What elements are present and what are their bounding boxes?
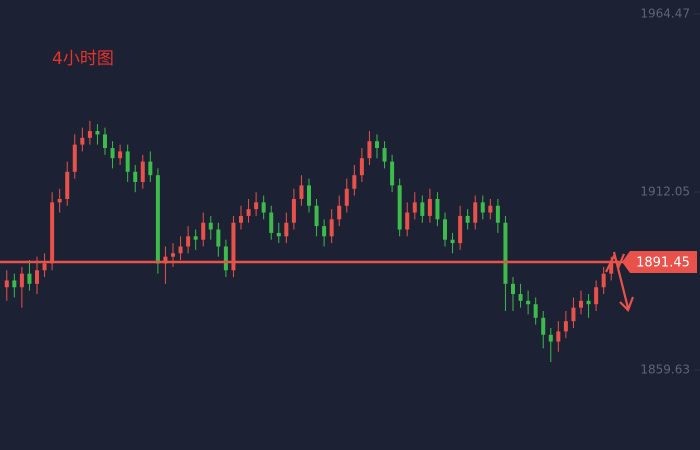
candle-body [110, 148, 115, 159]
candle-body [291, 198, 296, 223]
candle-body [269, 212, 274, 233]
candle-body [511, 283, 515, 295]
candle-body [223, 246, 228, 271]
candle-body [329, 219, 334, 237]
candle-body [201, 222, 206, 240]
candle-body [140, 161, 145, 182]
candle-body [480, 202, 485, 213]
candle-body [307, 185, 311, 206]
candle-body [216, 229, 221, 247]
candle-body [359, 158, 364, 176]
candle-body [57, 198, 62, 203]
candle-body [118, 151, 123, 159]
candle-body [35, 270, 39, 284]
candle-body [405, 212, 410, 230]
candle-body [103, 134, 107, 149]
candle-body [443, 219, 447, 240]
candle-body [314, 205, 319, 227]
candle-body [87, 131, 92, 138]
candle-body [208, 222, 213, 230]
y-tick-label: 1912.05 [640, 184, 690, 198]
candle-body [155, 175, 160, 264]
chart-annotation: 4小时图 [52, 49, 114, 69]
candle-body [65, 171, 70, 199]
candle-body [563, 321, 568, 332]
candle-body [95, 131, 100, 135]
candle-body [548, 334, 553, 342]
y-tick-label: 1964.47 [640, 6, 690, 20]
candle-body [435, 198, 440, 220]
candle-body [397, 185, 402, 230]
candle-body [186, 236, 191, 247]
candle-body [412, 202, 417, 213]
candle-body [148, 161, 153, 176]
candle-body [579, 300, 583, 308]
candle-body [601, 273, 606, 288]
candle-body [390, 161, 395, 186]
candle-body [533, 304, 538, 318]
candle-body [571, 307, 576, 322]
candle-body [178, 246, 183, 254]
candle-body [322, 226, 327, 237]
candle-body [42, 263, 47, 271]
candle-body [337, 205, 342, 220]
candle-body [193, 236, 198, 240]
candle-body [246, 209, 251, 216]
candle-body [556, 331, 561, 342]
candle-body [352, 175, 357, 189]
price-label: 1891.45 [636, 255, 690, 270]
candle-body [344, 188, 349, 206]
candle-body [518, 294, 523, 301]
candle-body [163, 256, 168, 264]
candle-body [450, 239, 455, 244]
candle-body [382, 148, 387, 162]
candle-body [27, 273, 32, 284]
candle-body [133, 171, 138, 182]
candle-body [495, 205, 500, 223]
candle-body [420, 202, 425, 216]
candle-body [594, 287, 599, 305]
candle-body [239, 215, 243, 223]
candle-body [72, 144, 77, 172]
candle-body [473, 202, 478, 223]
y-tick-label: 1859.63 [640, 362, 690, 376]
plot [4, 13, 700, 371]
candle-body [609, 261, 614, 274]
candle-body [367, 141, 372, 159]
candle-body [19, 273, 24, 288]
candle-body [299, 185, 304, 199]
candle-body [125, 151, 130, 172]
candle-body [4, 280, 9, 288]
candle-body [284, 222, 289, 237]
candle-body [427, 198, 432, 216]
candle-body [276, 232, 281, 237]
candle-body [541, 317, 546, 335]
candle-body [586, 300, 591, 305]
candle-body [458, 215, 463, 244]
candle-body [375, 141, 379, 149]
candle-body [503, 222, 508, 284]
price-label-box [622, 250, 697, 273]
candle-body [171, 253, 175, 257]
candle-body [50, 202, 55, 264]
candle-body [526, 300, 531, 305]
candle-body [488, 205, 493, 213]
candle-body [465, 215, 470, 223]
candle-body [12, 280, 17, 288]
candle-body [261, 202, 266, 213]
candle-body [254, 202, 259, 210]
candle-body [80, 137, 85, 145]
candle-body [231, 222, 236, 271]
